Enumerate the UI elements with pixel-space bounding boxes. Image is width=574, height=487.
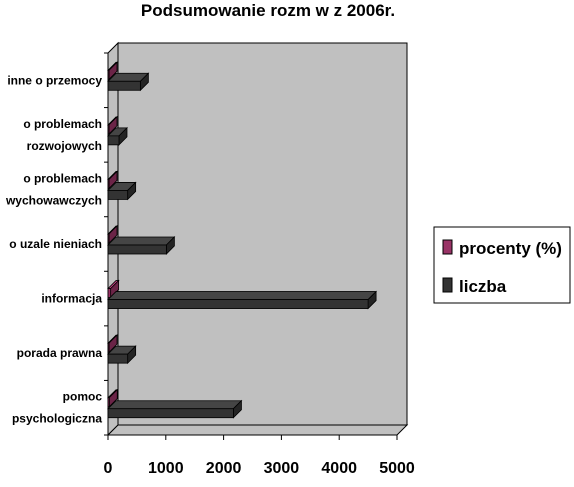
category-label: inne o przemocy bbox=[7, 73, 102, 87]
bar-liczba-porada-prawna bbox=[107, 345, 137, 365]
legend: procenty (%) liczba bbox=[433, 226, 571, 304]
bar-front-face bbox=[107, 80, 141, 91]
bar-liczba-pomoc-psychologiczna bbox=[107, 399, 243, 419]
bar-front-face bbox=[107, 244, 167, 255]
legend-swatch-liczba bbox=[442, 277, 453, 293]
category-label: informacja bbox=[41, 292, 102, 306]
bar-procenty-inne-o-przemocy bbox=[107, 61, 118, 81]
chart-title: Podsumowanie rozm w z 2006r. bbox=[141, 1, 395, 20]
bar-liczba-informacja bbox=[107, 290, 378, 310]
category-label: o uzale nieniach bbox=[9, 237, 102, 251]
x-tick-label: 2000 bbox=[206, 460, 242, 477]
bar-front-face bbox=[107, 135, 120, 146]
x-axis: 0 1000 2000 3000 4000 5000 bbox=[104, 435, 415, 477]
bar-procenty-o-problemach-wychowawczych bbox=[107, 170, 118, 190]
bar-liczba-o-problemach-rozwojowych bbox=[107, 126, 128, 146]
bar-procenty-informacja bbox=[107, 279, 120, 299]
bar-front-face bbox=[107, 124, 110, 135]
x-tick-label: 4000 bbox=[321, 460, 357, 477]
category-label: porada prawna bbox=[17, 346, 103, 360]
bar-top-face bbox=[107, 236, 176, 246]
bar-front-face bbox=[107, 397, 110, 408]
plot-bottom bbox=[106, 424, 409, 436]
legend-label-procenty: procenty (%) bbox=[459, 239, 562, 258]
bar-liczba-o-uzale-nieniach bbox=[107, 236, 176, 255]
x-tick-label: 3000 bbox=[264, 460, 300, 477]
bar-top-face bbox=[107, 400, 243, 410]
bar-front-face bbox=[107, 353, 129, 364]
bar-top-face bbox=[107, 291, 378, 300]
category-labels: pomoc psychologiczna porada prawna informac… bbox=[5, 52, 108, 436]
legend-box bbox=[433, 226, 571, 304]
category-label: rozwojowych bbox=[27, 139, 102, 153]
x-tick-label: 0 bbox=[104, 460, 113, 477]
bar-front-face bbox=[107, 69, 110, 80]
x-tick-label: 1000 bbox=[148, 460, 184, 477]
bar-procenty-pomoc-psychologiczna bbox=[107, 388, 119, 408]
legend-swatch-procenty bbox=[442, 239, 453, 255]
x-tick-label: 5000 bbox=[379, 460, 415, 477]
bar-front-face bbox=[107, 233, 110, 244]
bar-front-face bbox=[107, 190, 129, 200]
bar-front-face bbox=[107, 342, 110, 353]
bar-procenty-porada-prawna bbox=[107, 334, 118, 354]
category-label: o problemach bbox=[23, 117, 102, 131]
bar-liczba-o-problemach-wychowawczych bbox=[107, 181, 137, 201]
category-label: pomoc bbox=[63, 390, 103, 404]
category-label: wychowawczych bbox=[5, 193, 102, 207]
category-label: o problemach bbox=[23, 171, 102, 185]
legend-label-liczba: liczba bbox=[459, 277, 507, 296]
plot-back-wall bbox=[117, 42, 408, 426]
bar-liczba-inne-o-przemocy bbox=[107, 72, 150, 92]
bar-front-face bbox=[107, 299, 369, 309]
bar-front-face bbox=[107, 288, 112, 298]
bar-procenty-o-problemach-rozwojowych bbox=[107, 115, 118, 135]
bar-front-face bbox=[107, 408, 234, 419]
bar-front-face bbox=[107, 179, 110, 189]
bars-layer bbox=[107, 61, 378, 419]
category-label: psychologiczna bbox=[12, 412, 102, 426]
bar-procenty-o-uzale-nieniach bbox=[107, 225, 118, 244]
